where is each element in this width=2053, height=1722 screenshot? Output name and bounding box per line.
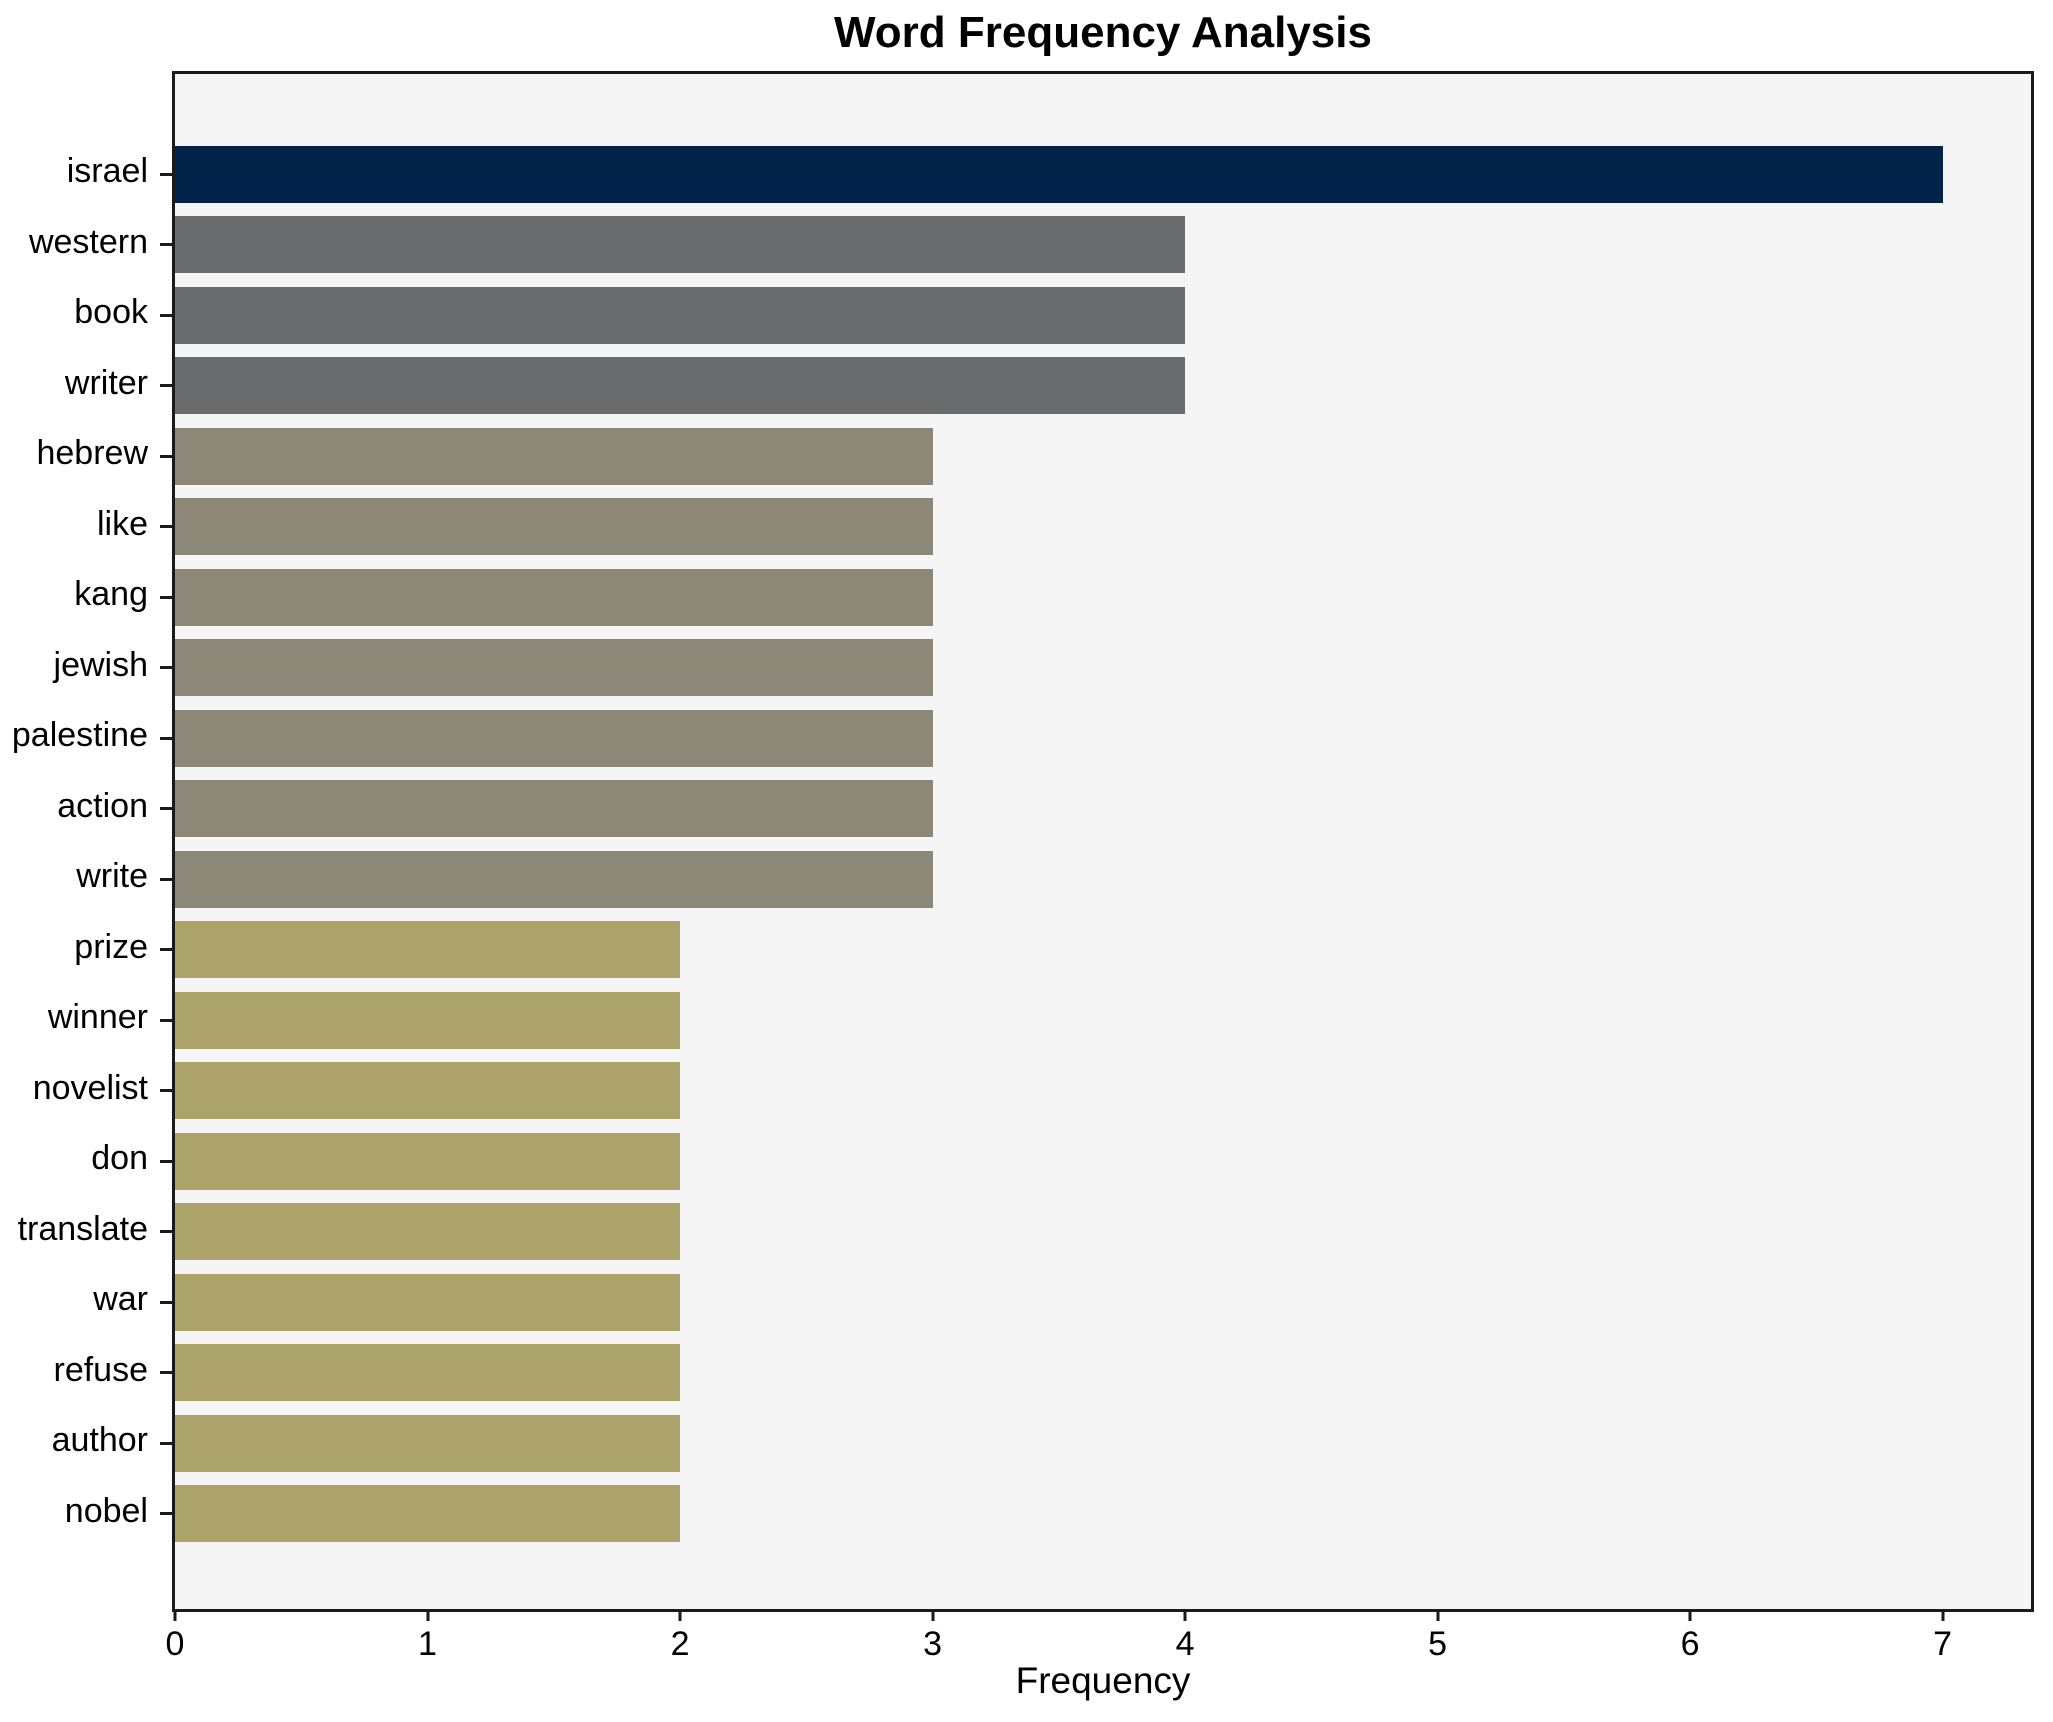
x-tick-label-7: 7 — [1933, 1625, 1953, 1663]
bar-jewish — [175, 639, 933, 696]
y-tick-label-book: book — [74, 293, 148, 331]
y-tick-mark — [160, 1089, 175, 1092]
x-tick-label-6: 6 — [1680, 1625, 1700, 1663]
y-tick-mark — [160, 525, 175, 528]
y-tick-mark — [160, 454, 175, 458]
y-tick-label-palestine: palestine — [11, 716, 148, 754]
bar-writer — [175, 357, 1186, 414]
x-axis-label: Frequency — [1015, 1660, 1191, 1701]
bar-don — [175, 1132, 681, 1190]
x-tick-mark — [678, 1609, 682, 1621]
y-tick-label-israel: israel — [66, 152, 148, 190]
y-tick-mark — [160, 172, 175, 176]
x-tick-mark — [931, 1609, 935, 1621]
x-tick-label-3: 3 — [923, 1625, 943, 1663]
bar-palestine — [175, 709, 933, 767]
x-tick-mark — [173, 1609, 177, 1621]
x-tick-mark — [426, 1609, 430, 1621]
y-tick-label-kang: kang — [74, 575, 148, 613]
y-tick-mark — [160, 1371, 175, 1374]
bar-hebrew — [175, 427, 933, 485]
x-tick-label-4: 4 — [1175, 1625, 1195, 1663]
y-tick-mark — [160, 1159, 175, 1163]
y-tick-label-write: write — [76, 857, 148, 895]
bar-winner — [175, 991, 681, 1049]
y-tick-label-translate: translate — [17, 1209, 148, 1248]
y-tick-label-western: western — [28, 222, 148, 261]
bar-nobel — [175, 1485, 681, 1542]
y-tick-mark — [160, 1441, 175, 1445]
y-axis-labels: israel western book writer hebrew like kang jew… — [0, 71, 150, 1612]
y-tick-label-refuse: refuse — [53, 1350, 149, 1389]
bar-action — [175, 780, 933, 837]
bar-translate — [175, 1203, 681, 1260]
bar-like — [175, 498, 933, 555]
y-tick-mark — [160, 807, 175, 810]
x-tick-mark — [1436, 1609, 1440, 1621]
y-tick-label-war: war — [93, 1280, 148, 1318]
bar-war — [175, 1273, 681, 1331]
x-tick-label-2: 2 — [670, 1625, 690, 1663]
y-tick-label-author: author — [51, 1421, 148, 1459]
x-tick-mark — [1688, 1609, 1692, 1621]
plot-area: 0 1 2 3 4 5 6 7 — [160, 71, 2034, 1663]
bar-refuse — [175, 1344, 681, 1401]
y-tick-label-writer: writer — [64, 363, 148, 402]
chart-title: Word Frequency Analysis — [834, 8, 1372, 57]
y-tick-label-prize: prize — [74, 927, 148, 966]
bar-israel — [175, 145, 1943, 203]
y-tick-mark — [160, 313, 175, 317]
y-tick-label-nobel: nobel — [64, 1491, 148, 1530]
y-tick-label-don: don — [91, 1139, 148, 1177]
bar-kang — [175, 568, 933, 626]
y-tick-mark — [160, 877, 175, 881]
bar-book — [175, 286, 1186, 344]
y-tick-label-novelist: novelist — [32, 1068, 148, 1107]
y-tick-mark — [160, 948, 175, 951]
bar-write — [175, 850, 933, 908]
y-tick-mark — [160, 1300, 175, 1304]
y-tick-mark — [160, 736, 175, 740]
bar-prize — [175, 921, 681, 978]
y-tick-mark — [160, 1230, 175, 1233]
y-tick-mark — [160, 666, 175, 669]
y-tick-mark — [160, 595, 175, 599]
x-tick-label-0: 0 — [165, 1625, 185, 1663]
y-tick-mark — [160, 243, 175, 246]
x-tick-label-1: 1 — [418, 1625, 437, 1663]
y-tick-mark — [160, 384, 175, 387]
y-tick-label-winner: winner — [47, 998, 148, 1036]
y-tick-mark — [160, 1512, 175, 1515]
x-tick-mark — [1183, 1609, 1187, 1621]
x-tick-mark — [1941, 1609, 1945, 1621]
bar-novelist — [175, 1062, 681, 1119]
bar-western — [175, 216, 1186, 273]
y-tick-label-action: action — [57, 786, 148, 825]
bar-author — [175, 1414, 681, 1472]
y-tick-mark — [160, 1018, 175, 1022]
y-tick-label-jewish: jewish — [53, 645, 148, 684]
y-tick-label-hebrew: hebrew — [36, 434, 148, 472]
y-tick-label-like: like — [96, 504, 148, 543]
x-tick-label-5: 5 — [1428, 1625, 1448, 1663]
